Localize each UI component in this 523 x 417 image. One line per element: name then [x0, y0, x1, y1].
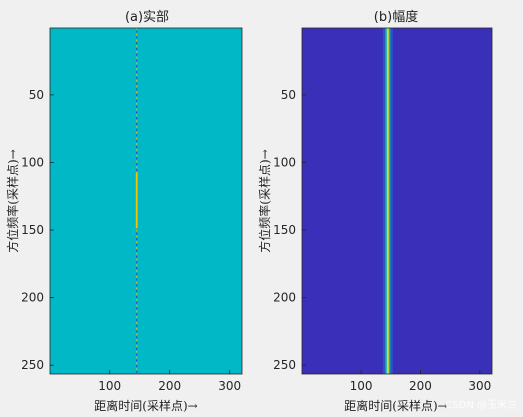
- y-axis-label-real: 方位频率(采样点)→: [5, 149, 20, 252]
- x-axis-label-real: 距离时间(采样点)→: [94, 398, 197, 413]
- y-axis-ticks-real: 50 100 150 200 250: [21, 88, 54, 372]
- y-tick-label: 150: [273, 223, 296, 237]
- heatmap-background-real: [50, 28, 242, 374]
- panel-magnitude: (b)幅度 50 100 150 200 250 100 200 300 距离时间(采样点)…: [257, 9, 493, 413]
- x-tick-label: 300: [468, 379, 491, 393]
- chart-title-magnitude: (b)幅度: [374, 9, 418, 25]
- x-tick-label: 200: [158, 379, 181, 393]
- y-tick-label: 100: [273, 155, 296, 169]
- x-tick-label: 100: [98, 379, 121, 393]
- x-tick-label: 100: [350, 379, 373, 393]
- y-tick-label: 250: [21, 358, 44, 372]
- axes-frame-real: [49, 27, 243, 375]
- y-tick-label: 250: [273, 358, 296, 372]
- y-axis-ticks-magnitude: 50 100 150 200 250: [273, 88, 306, 372]
- x-tick-label: 300: [218, 379, 241, 393]
- chart-title-real: (a)实部: [125, 10, 169, 25]
- heatmap-background-magnitude: [302, 28, 492, 374]
- signal-line-magnitude: [382, 28, 393, 374]
- x-tick-label: 200: [409, 379, 432, 393]
- y-tick-label: 200: [273, 291, 296, 305]
- y-tick-label: 50: [281, 88, 296, 102]
- axes-frame-magnitude: [301, 27, 493, 375]
- signal-core: [386, 28, 389, 374]
- y-tick-label: 200: [21, 291, 44, 305]
- x-axis-label-magnitude: 距离时间(采样点)→: [344, 398, 447, 413]
- y-axis-label-magnitude: 方位频率(采样点)→: [257, 149, 272, 252]
- y-tick-label: 150: [21, 223, 44, 237]
- y-tick-label: 50: [29, 88, 44, 102]
- x-axis-ticks-real: 100 200 300: [98, 370, 241, 393]
- watermark-text: CSDN @玉米兰: [445, 400, 517, 411]
- panel-real-part: (a)实部 50 100 150 200 250 100 200 300 距离时间(采样点)…: [5, 10, 243, 413]
- y-tick-label: 100: [21, 155, 44, 169]
- x-axis-ticks-magnitude: 100 200 300: [350, 370, 491, 393]
